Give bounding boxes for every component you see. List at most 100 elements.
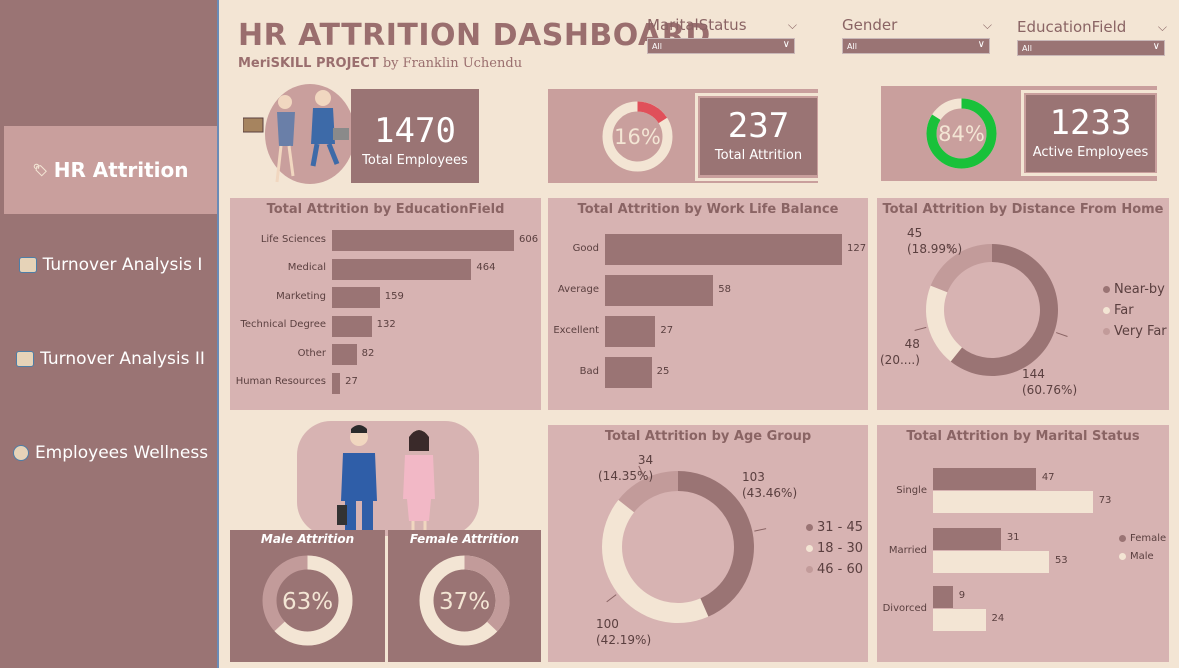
data-label: 45 (18.99%) [907, 225, 962, 257]
total-attrition-value: 237 [727, 106, 790, 146]
filter-value: All [652, 42, 662, 51]
bar [332, 372, 341, 394]
legend-swatch [1103, 328, 1110, 335]
sidebar-item-turnover-1[interactable]: Turnover Analysis I [4, 250, 217, 280]
chevron-down-icon[interactable]: ⌵ [787, 18, 797, 32]
legend-label: 46 - 60 [817, 562, 864, 577]
legend-item: 46 - 60 [806, 562, 863, 577]
people-icon [16, 351, 35, 367]
donut-value-arc [262, 555, 353, 646]
legend-label: Female [1130, 533, 1167, 544]
bar [332, 230, 514, 251]
project-name: MeriSKILL PROJECT [238, 56, 379, 71]
legend-item: Male [1119, 551, 1154, 562]
total-employees-value: 1470 [374, 111, 456, 151]
education-chart-panel: Total Attrition by EducationField Life S… [230, 198, 541, 410]
legend-swatch [1119, 553, 1126, 560]
filter-education-field[interactable]: EducationField ⌵ All ∨ [1017, 18, 1167, 56]
leader-line [754, 528, 767, 532]
male-female-figures-icon [337, 425, 435, 533]
tick-label: Divorced [882, 603, 927, 614]
bar [332, 287, 380, 308]
bar [933, 609, 986, 631]
sidebar-item-label: HR Attrition [53, 158, 189, 182]
data-label: 606 [519, 233, 539, 245]
male-donut: 63% [262, 555, 353, 646]
slice-value: 100 [596, 617, 619, 631]
bar [332, 258, 472, 280]
legend-swatch [806, 524, 813, 531]
distance-chart-panel: Total Attrition by Distance From Home 14… [877, 198, 1169, 410]
legend-label: Far [1114, 303, 1134, 318]
page-title: HR ATTRITION DASHBOARD [238, 18, 711, 53]
leader-line [638, 465, 645, 478]
sidebar-item-turnover-2[interactable]: Turnover Analysis II [4, 344, 217, 374]
data-label: 103 (43.46%) [742, 469, 797, 501]
chart-title: Total Attrition by EducationField [266, 202, 505, 217]
slice-value: 45 [907, 226, 923, 240]
female-donut: 37% [419, 555, 510, 646]
total-employees-label: Total Employees [362, 153, 468, 168]
worklife-chart-panel: Total Attrition by Work Life Balance Goo… [548, 198, 868, 410]
bar [933, 491, 1093, 513]
leader-line [1055, 332, 1068, 338]
slice-percent: (43.46%) [742, 486, 798, 500]
total-attrition-label: Total Attrition [714, 148, 803, 163]
gender-illustration [297, 421, 479, 536]
sidebar: 🏷 HR Attrition Turnover Analysis I Turno… [0, 0, 219, 668]
donut-slice [930, 244, 992, 293]
total-attrition-card: 237 Total Attrition [700, 98, 817, 175]
active-donut: 84% [926, 98, 997, 169]
bar [605, 234, 842, 265]
filter-dropdown[interactable]: All ∨ [647, 38, 795, 54]
filter-label: MaritalStatus [647, 16, 747, 34]
slice-percent: (20....) [880, 353, 920, 367]
filter-dropdown[interactable]: All ∨ [842, 38, 990, 54]
donut-value-arc [419, 555, 510, 646]
data-label: 159 [384, 290, 404, 302]
active-employees-value: 1233 [1049, 103, 1132, 143]
slice-percent: (60.76%) [1022, 383, 1078, 397]
chevron-down-icon: ∨ [977, 39, 985, 50]
chevron-down-icon[interactable]: ⌵ [982, 18, 992, 32]
filter-label: Gender [842, 16, 898, 34]
leader-line [946, 243, 955, 255]
filter-dropdown[interactable]: All ∨ [1017, 40, 1165, 56]
tick-label: Marketing [276, 290, 326, 302]
data-label: 58 [718, 283, 731, 295]
tick-label: Average [557, 283, 599, 295]
donut-slice [602, 499, 709, 623]
donut-slice [678, 471, 754, 617]
sidebar-item-wellness[interactable]: Employees Wellness [4, 438, 217, 468]
donut-slice [926, 285, 962, 362]
slice-percent: (14.35%) [598, 469, 654, 483]
distance-donut [914, 243, 1068, 376]
attrition-card-frame [695, 93, 820, 181]
attrition-donut: 16% [602, 101, 673, 172]
legend-swatch [1119, 535, 1126, 542]
total-employees-card: 1470 Total Employees [351, 89, 479, 183]
slice-value: 48 [904, 337, 920, 351]
tick-label: Human Resources [235, 376, 326, 387]
slice-value: 103 [742, 470, 765, 484]
filter-gender[interactable]: Gender ⌵ All ∨ [842, 16, 992, 54]
female-attrition-panel: Female Attrition 37% [388, 530, 541, 662]
data-label: 34 (14.35%) [598, 452, 653, 484]
data-label: 27 [345, 376, 358, 387]
slice-percent: (18.99%) [907, 242, 963, 256]
filter-marital-status[interactable]: MaritalStatus ⌵ All ∨ [647, 16, 797, 54]
sidebar-item-hr-attrition[interactable]: 🏷 HR Attrition [4, 126, 217, 214]
data-label: 27 [660, 324, 674, 336]
donut-slice [950, 244, 1058, 376]
chart-title: Total Attrition by Marital Status [906, 429, 1140, 444]
bar [332, 344, 357, 365]
female-pct: 37% [439, 589, 490, 615]
marital-chart-panel: Total Attrition by Marital Status Single… [877, 425, 1169, 662]
agegroup-donut [602, 465, 767, 623]
legend-item: Female [1119, 533, 1166, 544]
chart-title: Total Attrition by Work Life Balance [577, 202, 839, 217]
leader-line [606, 594, 617, 603]
chevron-down-icon[interactable]: ⌵ [1157, 20, 1167, 34]
employees-illustration [243, 84, 355, 184]
chart-title: Total Attrition by Distance From Home [882, 202, 1164, 217]
